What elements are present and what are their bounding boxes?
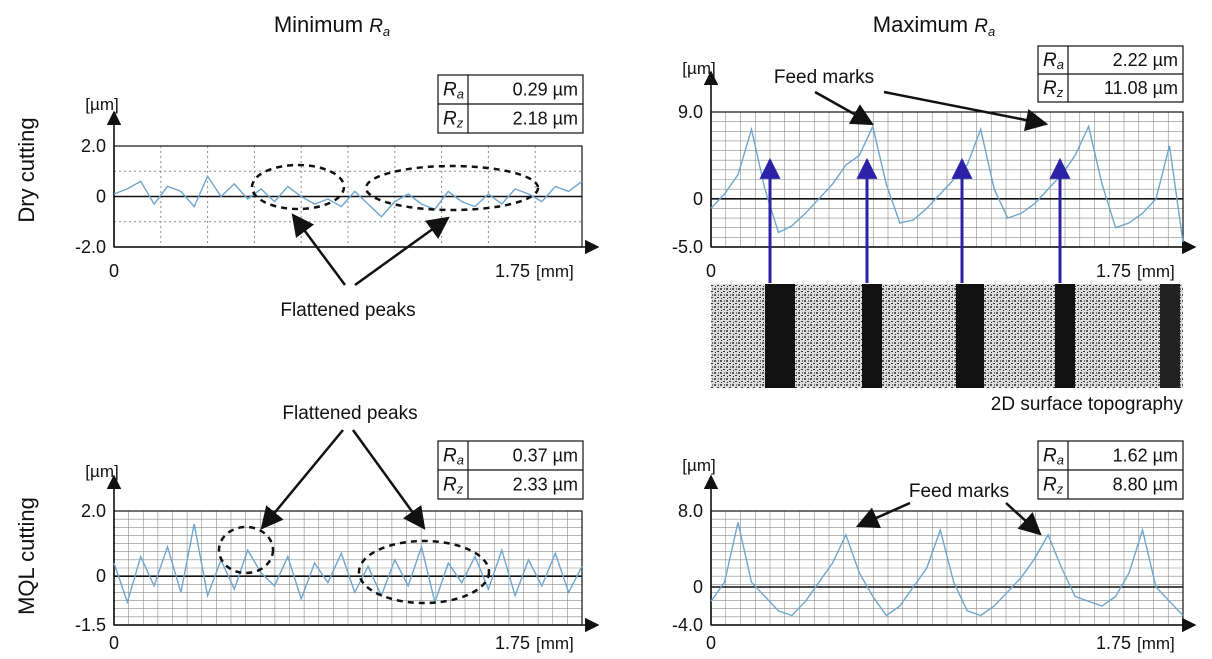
- rz-symbol: Rz: [443, 475, 464, 497]
- x-tick-label: 0: [706, 633, 716, 653]
- annotation-arrow: [1005, 502, 1042, 536]
- x-tick-label: 0: [109, 633, 119, 653]
- y-tick-label: 0: [693, 189, 703, 209]
- profile-line: [710, 124, 1184, 243]
- ra-symbol: Ra: [1043, 446, 1064, 468]
- y-tick-label: 0: [96, 566, 106, 586]
- feed-marks-label: Feed marks: [909, 481, 1009, 502]
- y-tick-label: -4.0: [672, 615, 703, 635]
- ra-value: 0.37 µm: [513, 446, 578, 466]
- y-tick-label: 0: [693, 577, 703, 597]
- x-tick-label: 1.75: [495, 261, 530, 281]
- y-tick-label: 2.0: [81, 501, 106, 521]
- column-title-minimum: Minimum Ra: [274, 12, 390, 39]
- rz-symbol: Rz: [1043, 475, 1064, 497]
- y-tick-label: 8.0: [678, 501, 703, 521]
- annotation-arrow: [260, 429, 344, 530]
- x-tick-label: 0: [109, 261, 119, 281]
- rz-value: 11.08 µm: [1104, 78, 1178, 98]
- y-tick-label: 2.0: [81, 136, 106, 156]
- y-tick-label: 9.0: [678, 102, 703, 122]
- y-tick-label: -5.0: [672, 237, 703, 257]
- flattened-ellipse: [364, 164, 540, 212]
- row-title-mql: MQL cutting: [14, 497, 39, 615]
- x-axis-unit: [mm]: [536, 634, 574, 653]
- x-tick-label: 1.75: [495, 633, 530, 653]
- ra-value: 2.22 µm: [1113, 50, 1178, 70]
- y-tick-label: -1.5: [75, 615, 106, 635]
- y-axis-unit: [µm]: [85, 462, 118, 481]
- feed-marks-label: Feed marks: [774, 67, 874, 88]
- annotation-arrow: [291, 213, 347, 286]
- y-axis-unit: [µm]: [682, 59, 715, 78]
- surface-topography-image: [711, 284, 1183, 388]
- annotation-arrow: [814, 90, 874, 126]
- x-axis-unit: [mm]: [536, 262, 574, 281]
- y-axis-unit: [µm]: [682, 456, 715, 475]
- row-title-dry: Dry cutting: [14, 117, 39, 222]
- flattened-ellipse: [217, 525, 275, 575]
- flattened-ellipse: [250, 163, 346, 211]
- ra-symbol: Ra: [1043, 50, 1064, 72]
- x-axis-unit: [mm]: [1137, 262, 1175, 281]
- x-axis-unit: [mm]: [1137, 634, 1175, 653]
- profile-line: [113, 523, 583, 605]
- profile-line: [710, 522, 1184, 617]
- rz-value: 2.18 µm: [513, 109, 578, 129]
- annotation-arrow: [883, 90, 1049, 132]
- x-tick-label: 0: [706, 261, 716, 281]
- column-title-maximum: Maximum Ra: [873, 12, 995, 39]
- ra-value: 0.29 µm: [513, 80, 578, 100]
- x-tick-label: 1.75: [1096, 261, 1131, 281]
- ra-value: 1.62 µm: [1113, 446, 1178, 466]
- flattened-peaks-label: Flattened peaks: [282, 403, 417, 424]
- annotation-arrow: [855, 501, 911, 529]
- ra-symbol: Ra: [443, 80, 464, 102]
- rz-value: 8.80 µm: [1113, 475, 1178, 495]
- annotation-arrow: [351, 429, 426, 530]
- y-axis-unit: [µm]: [85, 95, 118, 114]
- flattened-ellipse: [357, 539, 491, 605]
- rz-symbol: Rz: [443, 109, 464, 131]
- profile-line: [113, 174, 583, 218]
- y-tick-label: -2.0: [75, 237, 106, 257]
- rz-symbol: Rz: [1043, 78, 1064, 100]
- ra-symbol: Ra: [443, 446, 464, 468]
- topography-caption: 2D surface topography: [991, 394, 1184, 415]
- y-tick-label: 0: [96, 187, 106, 207]
- rz-value: 2.33 µm: [513, 475, 578, 495]
- flattened-peaks-label: Flattened peaks: [280, 300, 415, 321]
- annotation-arrow: [354, 216, 450, 287]
- x-tick-label: 1.75: [1096, 633, 1131, 653]
